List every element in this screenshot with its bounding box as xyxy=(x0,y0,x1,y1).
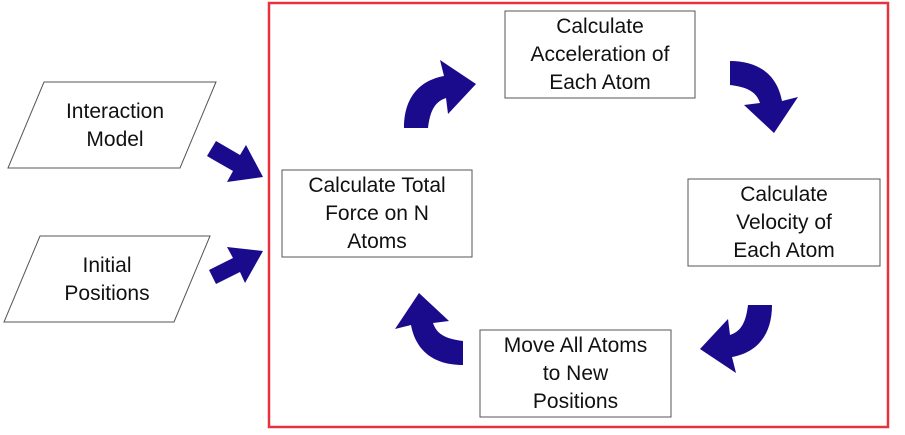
loop-arrow-velocity-to-move xyxy=(700,305,772,373)
initial-positions-shape xyxy=(3,235,211,323)
acceleration-box xyxy=(504,10,696,99)
loop-arrow-force-to-acceleration xyxy=(404,60,476,128)
interaction-model-shape xyxy=(7,81,217,169)
velocity-box xyxy=(687,178,881,267)
total-force-box xyxy=(281,169,473,258)
input-arrow-interaction xyxy=(207,141,263,182)
loop-container xyxy=(267,1,890,429)
move-box xyxy=(479,329,672,418)
loop-arrow-move-to-force xyxy=(395,293,463,365)
loop-arrow-acceleration-to-velocity xyxy=(730,61,798,133)
input-arrow-positions xyxy=(209,247,263,284)
